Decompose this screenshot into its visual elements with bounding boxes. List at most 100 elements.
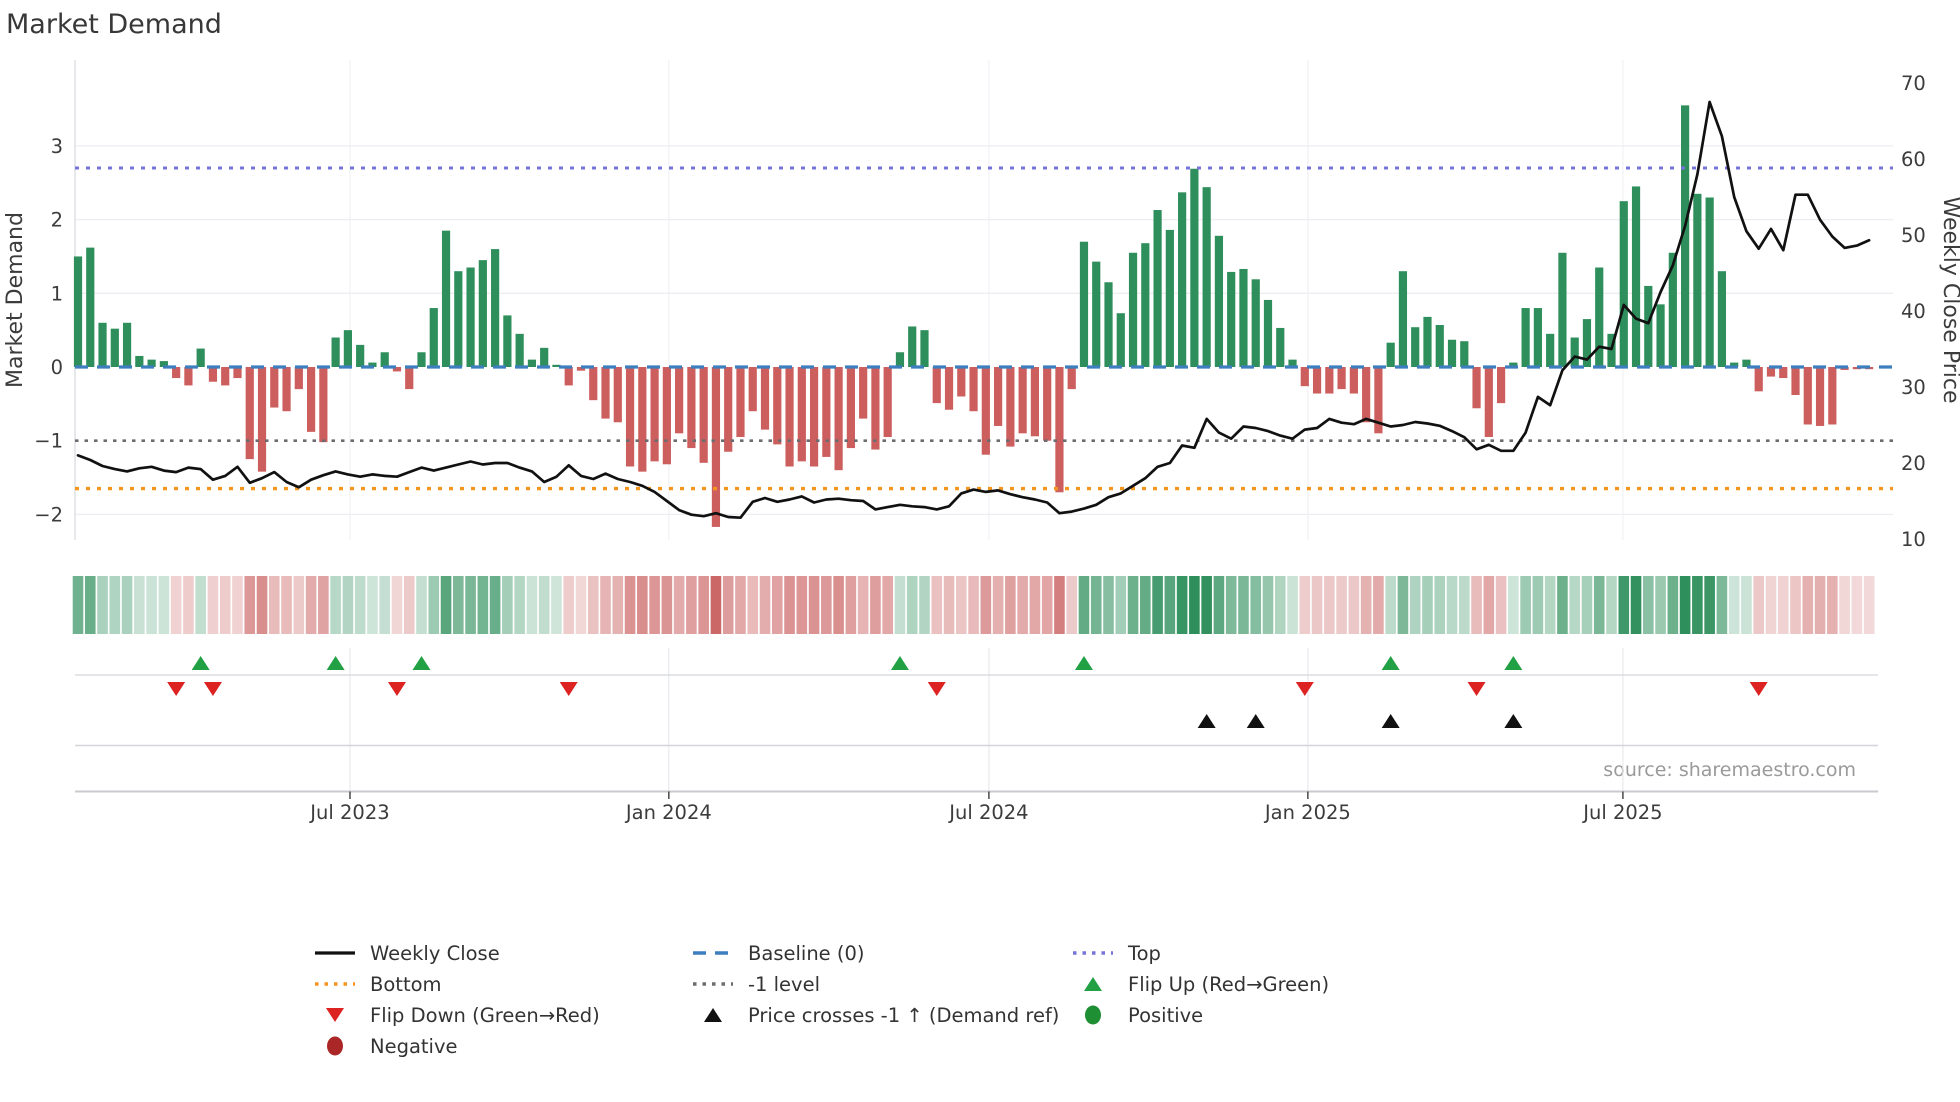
heatmap-cell (1201, 576, 1212, 634)
heatmap-cell (1471, 576, 1482, 634)
demand-bar (1227, 271, 1236, 367)
demand-bar (1607, 333, 1616, 367)
flip-up-marker (191, 656, 210, 670)
demand-bar (294, 367, 303, 390)
flip-down-marker (1749, 682, 1768, 696)
heatmap-cell (1802, 576, 1814, 634)
heatmap-cell (428, 576, 440, 634)
heatmap-cell (1544, 576, 1556, 634)
right-axis-tick: 60 (1901, 148, 1926, 171)
demand-bar (1582, 319, 1592, 367)
heatmap-cell (1704, 576, 1715, 634)
demand-bar (1165, 229, 1174, 367)
demand-bar (1509, 362, 1518, 367)
heatmap-cell (453, 576, 464, 634)
heatmap-cell (759, 576, 771, 634)
demand-bar (1030, 367, 1040, 437)
demand-bar (1681, 105, 1690, 368)
demand-bar (1398, 271, 1408, 367)
legend: Weekly Close Bottom Flip Down (Green→Red) N… (315, 942, 1329, 1058)
heatmap-cell (121, 576, 133, 634)
demand-bar (478, 260, 487, 367)
demand-bar (1803, 367, 1812, 425)
heatmap-cell (796, 576, 808, 634)
heatmap-cell (403, 576, 415, 634)
heatmap-cell (1495, 576, 1507, 634)
reference-lines-layer (75, 166, 1893, 491)
demand-bar (503, 315, 512, 367)
heatmap-cell (268, 576, 280, 634)
demand-bar (282, 367, 291, 412)
heatmap-cell (293, 576, 305, 634)
demand-bar (711, 367, 721, 527)
left-axis-tick: 2 (51, 209, 63, 232)
heatmap-cell (710, 576, 722, 634)
demand-bar (73, 256, 83, 367)
legend-triangle-up-swatch (704, 1008, 722, 1022)
heatmap-cell (992, 576, 1004, 634)
legend-label: -1 level (748, 973, 820, 996)
demand-bar (86, 247, 95, 367)
demand-bar (613, 367, 622, 423)
demand-bar (1276, 327, 1285, 367)
flip-up-marker (890, 656, 909, 670)
heatmap-cell (84, 576, 96, 634)
left-axis-tick: −2 (34, 503, 63, 526)
heatmap-cell (1409, 576, 1421, 634)
demand-bar (994, 367, 1003, 426)
heatmap-cell (722, 576, 734, 634)
heatmap-cell (1765, 576, 1777, 634)
legend-label: Flip Up (Red→Green) (1128, 973, 1329, 996)
demand-bar (1104, 282, 1113, 367)
flip-down-marker (1467, 682, 1486, 696)
flip-up-marker (326, 656, 345, 670)
demand-bar (306, 367, 316, 432)
heatmap-cell (489, 576, 501, 634)
demand-bar (233, 367, 242, 379)
legend-label: Flip Down (Green→Red) (370, 1004, 600, 1027)
heatmap-cell (1225, 576, 1237, 634)
heatmap-cell (391, 576, 403, 634)
heatmap-cell (698, 576, 709, 634)
demand-bar (245, 367, 254, 460)
heatmap-cell (244, 576, 256, 634)
heatmap-cell (514, 576, 525, 634)
demand-bar (1570, 337, 1579, 367)
demand-bar (1325, 367, 1334, 394)
demand-bar (920, 330, 929, 367)
demand-bar (1349, 367, 1358, 394)
heatmap-cell (1348, 576, 1360, 634)
demand-bar (1374, 367, 1383, 434)
heatmap-cell (882, 576, 893, 634)
legend-label: Baseline (0) (748, 942, 865, 965)
heatmap-cell (1115, 576, 1127, 634)
demand-bar (1472, 367, 1481, 409)
heatmap-cell (1520, 576, 1531, 634)
demand-bar (760, 367, 770, 430)
heatmap-cell (894, 576, 906, 634)
heatmap-cell (1581, 576, 1593, 634)
demand-bar (1791, 367, 1800, 396)
price-cross-marker (1197, 714, 1216, 728)
heatmap-cell (1152, 576, 1163, 634)
demand-bar (981, 367, 990, 455)
demand-bar (908, 326, 917, 367)
demand-bar (576, 367, 586, 371)
legend-item-price-crosses-1-demand-ref: Price crosses -1 ↑ (Demand ref) (704, 1004, 1059, 1027)
demand-bar (601, 367, 610, 419)
demand-bar (98, 322, 107, 367)
demand-bar (343, 330, 352, 367)
heatmap-cell (1483, 576, 1495, 634)
demand-bar (491, 249, 500, 367)
demand-bar (1263, 299, 1273, 367)
heatmap-cell (1446, 576, 1458, 634)
legend-item-flip-down-green-red: Flip Down (Green→Red) (326, 1004, 600, 1027)
heatmap-cell (1090, 576, 1102, 634)
flip-down-marker (1295, 682, 1314, 696)
demand-bar (540, 347, 549, 367)
demand-bar (1852, 367, 1861, 370)
demand-bar (380, 352, 389, 367)
demand-bar (1362, 367, 1371, 423)
heatmap-cell (870, 576, 881, 634)
demand-bar (1411, 327, 1420, 367)
